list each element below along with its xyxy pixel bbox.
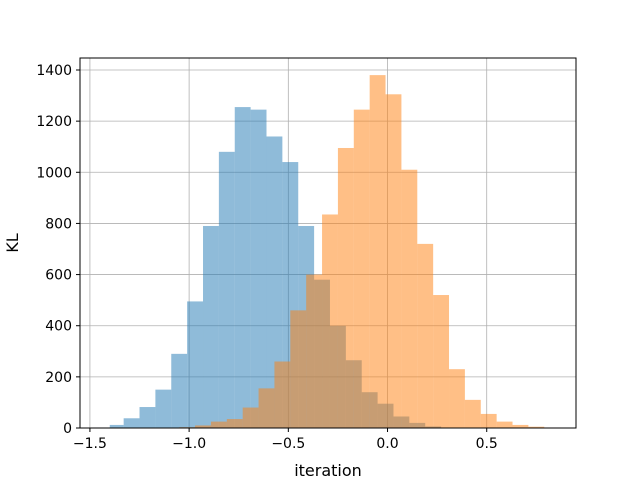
histogram-bar: [496, 421, 513, 428]
histogram-bar: [139, 407, 156, 428]
x-tick-label: −1.5: [73, 436, 107, 452]
histogram-bar: [433, 295, 450, 428]
histogram-bar: [337, 147, 354, 428]
histogram-bar: [266, 136, 283, 428]
histogram-bar: [218, 151, 235, 429]
histogram-bar: [242, 407, 259, 428]
histogram-bar: [226, 419, 243, 428]
histogram-bar: [258, 388, 275, 428]
histogram-bar: [353, 109, 370, 428]
histogram-bar: [123, 418, 140, 428]
histogram-bar: [155, 389, 172, 428]
y-tick-label: 200: [45, 370, 72, 386]
histogram-bar: [210, 421, 227, 428]
y-tick-label: 600: [45, 268, 72, 284]
histogram-bar: [109, 424, 124, 428]
histogram-bar: [480, 413, 497, 428]
histogram-bar: [195, 425, 211, 428]
x-tick-label: 0.5: [476, 436, 498, 452]
y-tick-label: 1000: [36, 165, 72, 181]
histogram-bar: [274, 361, 291, 428]
x-axis-label: iteration: [294, 461, 362, 480]
y-tick-label: 800: [45, 216, 72, 232]
histogram-bar: [290, 310, 307, 428]
histogram-bar: [449, 369, 465, 428]
x-tick-label: 0.0: [376, 436, 398, 452]
x-axis: −1.5 −1.0 −0.5 0.0 0.5: [73, 428, 498, 452]
plot-frame: [79, 57, 577, 429]
histogram-bar: [203, 225, 219, 428]
histogram-bar: [528, 426, 545, 428]
y-tick-label: 1400: [36, 63, 72, 79]
histogram-bar: [234, 107, 251, 428]
histogram-bar: [512, 424, 529, 428]
histogram-series: [179, 75, 561, 429]
histogram-bar: [464, 399, 481, 428]
y-tick-label: 0: [63, 421, 72, 437]
y-tick-label: 400: [45, 319, 72, 335]
histogram-bar: [322, 214, 338, 428]
histogram-bar: [385, 94, 402, 429]
histogram-bar: [187, 301, 204, 428]
histogram-bar: [401, 169, 418, 428]
histogram-bar: [250, 109, 267, 428]
histogram-bar: [171, 353, 188, 428]
y-axis-label: KL: [3, 233, 22, 252]
histogram-bar: [306, 274, 323, 428]
histogram-bar: [417, 243, 434, 428]
y-tick-label: 1200: [36, 114, 72, 130]
histogram-bars: [93, 75, 561, 429]
histogram-bar: [369, 75, 386, 428]
x-tick-label: −1.0: [172, 436, 206, 452]
x-tick-label: −0.5: [271, 436, 305, 452]
y-axis: 0 200 400 600 800 1000 1200 1400: [36, 63, 80, 437]
